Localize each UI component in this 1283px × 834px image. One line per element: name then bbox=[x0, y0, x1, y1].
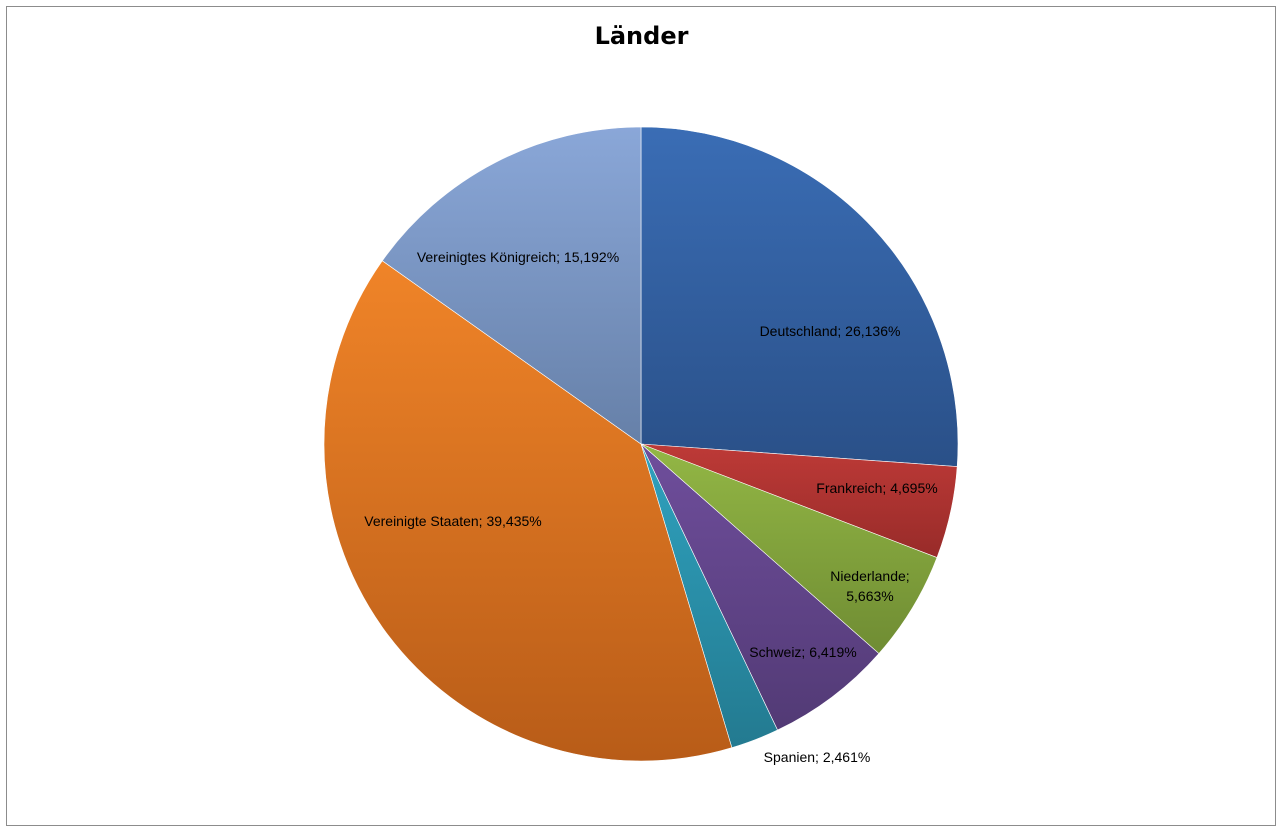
data-label-deutschland: Deutschland; 26,136% bbox=[760, 323, 901, 339]
data-label-line: Niederlande; bbox=[830, 568, 909, 584]
pie-slice-schweiz bbox=[640, 443, 880, 731]
data-label-line: 5,663% bbox=[846, 588, 893, 604]
data-label-schweiz: Schweiz; 6,419% bbox=[749, 644, 856, 660]
data-label-spanien: Spanien; 2,461% bbox=[764, 749, 871, 765]
chart-title: Länder bbox=[594, 22, 689, 50]
pie-labels: Deutschland; 26,136% Frankreich; 4,695% Ni… bbox=[364, 249, 937, 765]
data-label-frankreich: Frankreich; 4,695% bbox=[816, 480, 937, 496]
pie-slice-deutschland bbox=[640, 126, 959, 467]
pie-slice-vereinigtes-k-nigreich bbox=[381, 126, 642, 445]
data-label-vereinigte-staaten: Vereinigte Staaten; 39,435% bbox=[364, 513, 541, 529]
pie-slices bbox=[323, 126, 959, 762]
data-label-vereinigtes-k-nigreich: Vereinigtes Königreich; 15,192% bbox=[417, 249, 619, 265]
pie-slice-vereinigte-staaten bbox=[323, 260, 733, 762]
data-label-niederlande: Niederlande; 5,663% bbox=[830, 568, 909, 604]
